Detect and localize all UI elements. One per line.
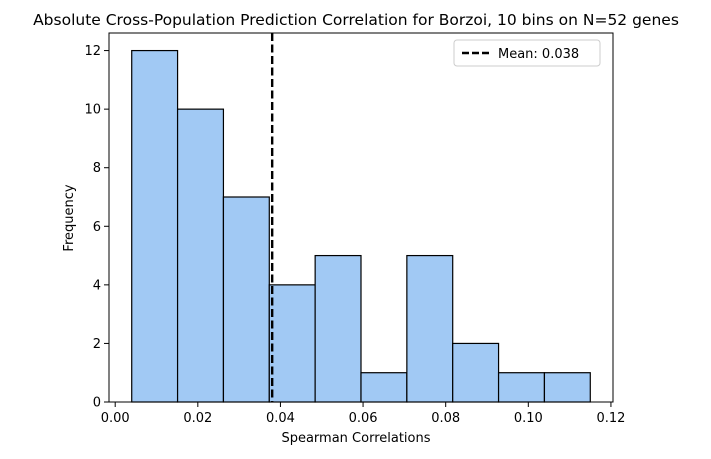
y-tick-label: 4	[93, 278, 101, 293]
y-tick-label: 2	[93, 337, 101, 352]
legend-box	[453, 39, 601, 67]
x-tick-label: 0.08	[431, 411, 460, 426]
histogram-bar	[268, 284, 316, 403]
x-tick-label: 0.04	[266, 411, 295, 426]
x-tick-label: 0.10	[514, 411, 543, 426]
legend-mean-label: Mean: 0.038	[498, 47, 579, 62]
x-axis: 0.00 0.02 0.04 0.06 0.08 0.10 0.12	[101, 402, 625, 426]
chart-title: Absolute Cross-Population Prediction Cor…	[33, 11, 679, 29]
y-axis-label: Frequency	[62, 184, 77, 251]
histogram-bar	[314, 254, 362, 403]
x-tick-label: 0.02	[183, 411, 212, 426]
histogram-bar	[131, 49, 179, 403]
histogram-bar	[497, 372, 546, 403]
histogram-bar	[176, 108, 225, 403]
y-tick-label: 12	[84, 44, 101, 59]
legend: Mean: 0.038	[453, 39, 601, 67]
y-tick-label: 10	[84, 103, 101, 118]
histogram-bar	[406, 254, 454, 403]
histogram-bar	[452, 342, 500, 403]
y-tick-label: 0	[93, 396, 101, 411]
bars-layer	[131, 49, 591, 403]
histogram-bar	[222, 196, 270, 403]
x-tick-label: 0.06	[349, 411, 378, 426]
histogram-bar	[543, 372, 591, 403]
plot-frame	[108, 32, 614, 403]
y-tick-label: 8	[93, 161, 101, 176]
histogram-bar	[360, 372, 408, 403]
x-tick-label: 0.12	[596, 411, 625, 426]
x-axis-label: Spearman Correlations	[281, 431, 430, 446]
y-axis: 0 2 4 6 8 10 12	[84, 44, 109, 411]
x-tick-label: 0.00	[101, 411, 130, 426]
y-tick-label: 6	[93, 220, 101, 235]
